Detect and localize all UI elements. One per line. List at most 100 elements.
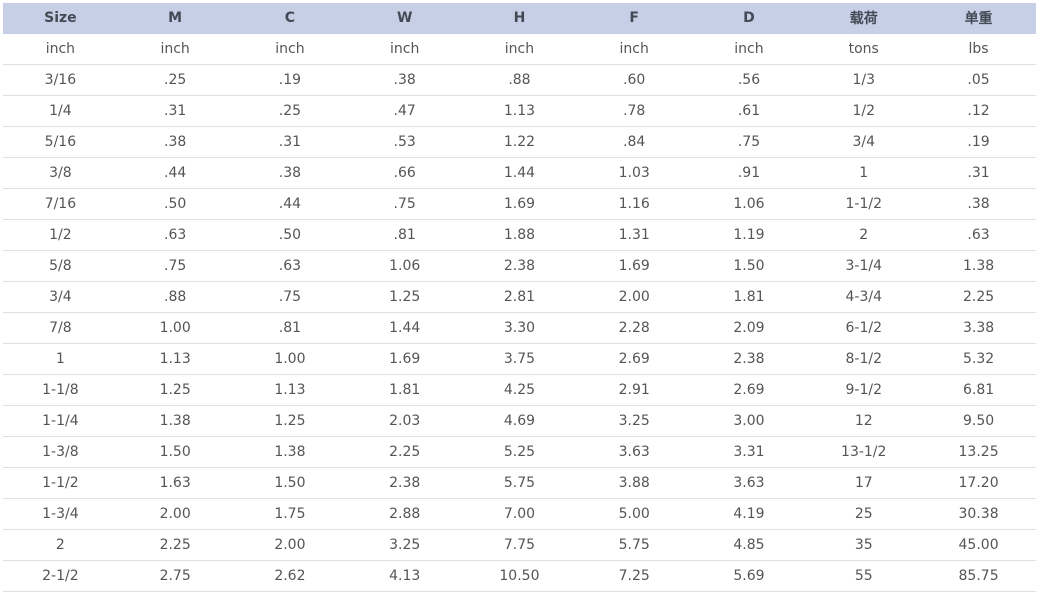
cell-w: inch [347,33,463,65]
cell-unit-weight: lbs [921,33,1036,65]
cell-unit-weight: .12 [921,95,1036,127]
cell-c: .44 [232,188,348,220]
cell-d: 4.19 [691,498,807,530]
cell-m: .38 [117,126,233,158]
cell-c: 1.25 [232,405,348,437]
table-row: 2 2.25 2.00 3.25 7.75 5.75 4.85 35 45.00 [3,529,1036,561]
cell-f: 1.03 [576,157,692,189]
cell-d: 1.19 [691,219,807,251]
cell-h: 1.22 [462,126,577,158]
cell-c: 1.75 [232,498,348,530]
table-row: 1/4.31.25.47 1.13.78.61 1/2.12 [3,95,1036,127]
cell-load: 25 [806,498,922,530]
cell-unit-weight: 9.50 [921,405,1036,437]
cell-w: .47 [347,95,463,127]
cell-m: 2.00 [117,498,233,530]
cell-unit-weight: .31 [921,157,1036,189]
cell-f: inch [576,33,692,65]
cell-size: 1-3/4 [3,498,118,530]
cell-f: 2.69 [576,343,692,375]
cell-d: 4.85 [691,529,807,561]
cell-c: 1.38 [232,436,348,468]
cell-m: .50 [117,188,233,220]
cell-h: 1.13 [462,95,577,127]
cell-w: 3.25 [347,529,463,561]
cell-f: .60 [576,64,692,96]
cell-h: 1.69 [462,188,577,220]
cell-f: 5.75 [576,529,692,561]
table-row: 1 1.13 1.00 1.69 3.75 2.69 2.38 8-1/2 5.32 [3,343,1036,375]
cell-size: 3/16 [3,64,118,96]
cell-c: .38 [232,157,348,189]
cell-m: .75 [117,250,233,282]
header-h: H [462,3,577,34]
cell-unit-weight: .38 [921,188,1036,220]
cell-c: 2.62 [232,560,348,592]
cell-w: 2.25 [347,436,463,468]
cell-unit-weight: 13.25 [921,436,1036,468]
cell-size: 3/4 [3,281,118,313]
cell-c: .31 [232,126,348,158]
cell-unit-weight: 17.20 [921,467,1036,499]
cell-c: 2.00 [232,529,348,561]
cell-h: 1.88 [462,219,577,251]
cell-c: .50 [232,219,348,251]
cell-load: 1/3 [806,64,922,96]
cell-c: .63 [232,250,348,282]
cell-w: 2.88 [347,498,463,530]
cell-load: 1 [806,157,922,189]
cell-d: 3.63 [691,467,807,499]
cell-f: 1.31 [576,219,692,251]
cell-w: .66 [347,157,463,189]
cell-load: 35 [806,529,922,561]
table-row: 5/8.75.63 1.06 2.38 1.69 1.50 3-1/4 1.38 [3,250,1036,282]
cell-size: 5/8 [3,250,118,282]
cell-d: 1.50 [691,250,807,282]
cell-d: inch [691,33,807,65]
cell-c: .75 [232,281,348,313]
cell-c: 1.50 [232,467,348,499]
cell-unit-weight: 85.75 [921,560,1036,592]
cell-h: 2.38 [462,250,577,282]
cell-w: .81 [347,219,463,251]
cell-unit-weight: 2.25 [921,281,1036,313]
cell-size: 1-1/4 [3,405,118,437]
cell-h: 1.44 [462,157,577,189]
cell-c: 1.00 [232,343,348,375]
cell-load: 17 [806,467,922,499]
cell-m: 1.38 [117,405,233,437]
cell-unit-weight: 6.81 [921,374,1036,406]
header-unit-weight: 单重 [921,3,1036,34]
table-row: 3/8.44.38.66 1.44 1.03.91 1.31 [3,157,1036,189]
cell-w: .38 [347,64,463,96]
cell-load: 3/4 [806,126,922,158]
cell-w: 1.06 [347,250,463,282]
cell-f: 2.28 [576,312,692,344]
cell-size: 3/8 [3,157,118,189]
cell-m: inch [117,33,233,65]
header-load: 载荷 [806,3,922,34]
cell-f: .78 [576,95,692,127]
cell-w: 4.13 [347,560,463,592]
header-f: F [576,3,692,34]
cell-d: 2.38 [691,343,807,375]
table-row: 7/16.50.44.75 1.69 1.16 1.06 1-1/2.38 [3,188,1036,220]
cell-w: 1.44 [347,312,463,344]
cell-size: 1-3/8 [3,436,118,468]
cell-m: 1.50 [117,436,233,468]
cell-d: 1.81 [691,281,807,313]
cell-load: 3-1/4 [806,250,922,282]
cell-w: .75 [347,188,463,220]
cell-f: 2.00 [576,281,692,313]
cell-d: 2.69 [691,374,807,406]
table-row: 3/16.25.19.38.88.60.56 1/3.05 [3,64,1036,96]
table-row: 1-1/8 1.25 1.13 1.81 4.25 2.91 2.69 9-1/2 6.81 [3,374,1036,406]
cell-unit-weight: .63 [921,219,1036,251]
cell-h: 10.50 [462,560,577,592]
cell-m: 1.63 [117,467,233,499]
cell-w: 1.69 [347,343,463,375]
cell-m: 1.13 [117,343,233,375]
cell-size: 5/16 [3,126,118,158]
cell-unit-weight: .05 [921,64,1036,96]
cell-size: 2-1/2 [3,560,118,592]
